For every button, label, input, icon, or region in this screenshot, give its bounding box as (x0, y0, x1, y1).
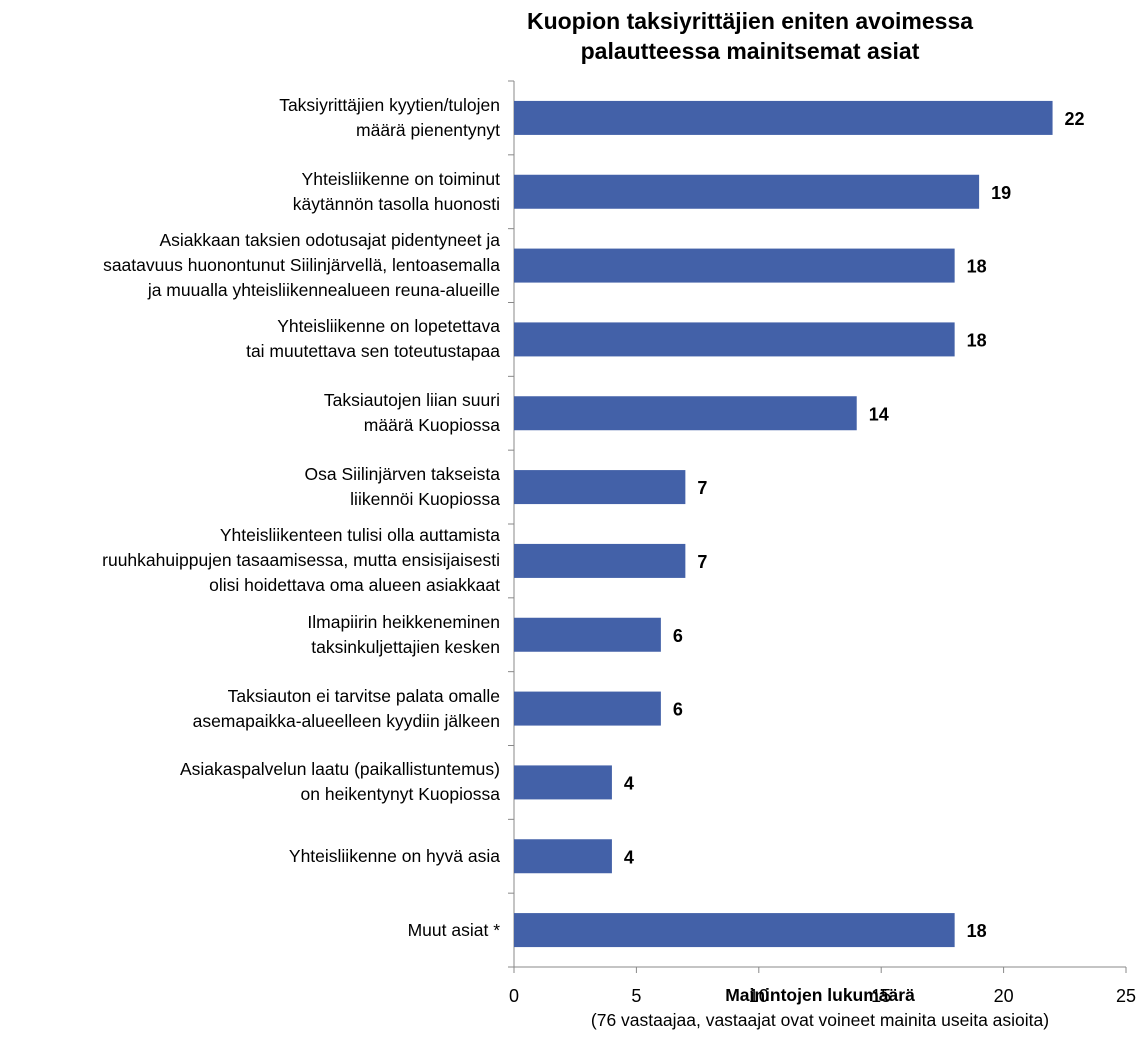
data-label: 6 (673, 626, 683, 646)
x-tick-label: 25 (1116, 986, 1136, 1006)
data-label: 18 (967, 921, 987, 941)
bar (514, 100, 1053, 135)
bar (514, 765, 612, 800)
x-tick-label: 15 (871, 986, 891, 1006)
chart-title-line-2: palautteessa mainitsemat asiat (580, 38, 920, 64)
data-label: 6 (673, 700, 683, 720)
data-label: 18 (967, 330, 987, 350)
category-label: Yhteisliikenne on toiminut käytännön tas… (292, 168, 500, 214)
data-label: 19 (991, 183, 1011, 203)
x-tick-label: 5 (631, 986, 641, 1006)
category-label: Taksiauton ei tarvitse palata omalle ase… (192, 685, 500, 731)
x-axis-label: Mainintojen lukumäärä (725, 985, 915, 1005)
bar (514, 617, 661, 652)
bar (514, 913, 955, 948)
data-label: 18 (967, 257, 987, 277)
data-label: 14 (869, 404, 889, 424)
chart-title-line-1: Kuopion taksiyrittäjien eniten avoimessa (526, 8, 974, 34)
category-label: Yhteisliikenteen tulisi olla auttamista … (102, 525, 500, 596)
category-label: Asiakkaan taksien odotusajat pidentyneet… (103, 230, 500, 301)
bar (514, 839, 612, 874)
x-tick-label: 0 (509, 986, 519, 1006)
category-label: Ilmapiirin heikkeneminen taksinkuljettaj… (307, 611, 500, 657)
x-axis-note: (76 vastaajaa, vastaajat ovat voineet ma… (590, 1010, 1050, 1030)
bar (514, 322, 955, 357)
x-tick-label: 20 (994, 986, 1014, 1006)
bar (514, 174, 980, 209)
category-label: Asiakaspalvelun laatu (paikallistuntemus… (179, 759, 500, 805)
category-label: Yhteisliikenne on hyvä asia (288, 845, 500, 866)
bar (514, 396, 857, 431)
data-label: 22 (1065, 109, 1085, 129)
x-tick-label: 10 (749, 986, 769, 1006)
category-label: Taksiautojen liian suuri määrä Kuopiossa (323, 390, 500, 436)
bar (514, 248, 955, 283)
category-label: Taksiyrittäjien kyytien/tulojen määrä pi… (279, 94, 500, 140)
data-label: 7 (697, 552, 707, 572)
category-label: Osa Siilinjärven takseista liikennöi Kuo… (304, 464, 501, 510)
category-label: Muut asiat * (407, 919, 500, 940)
bar (514, 470, 686, 505)
chart-title: Kuopion taksiyrittäjien eniten avoimessa… (470, 6, 1030, 66)
bar (514, 543, 686, 578)
bar (514, 691, 661, 726)
data-label: 4 (624, 773, 634, 793)
data-label: 7 (697, 478, 707, 498)
data-label: 4 (624, 847, 634, 867)
category-label: Yhteisliikenne on lopetettava tai muutet… (246, 316, 500, 362)
